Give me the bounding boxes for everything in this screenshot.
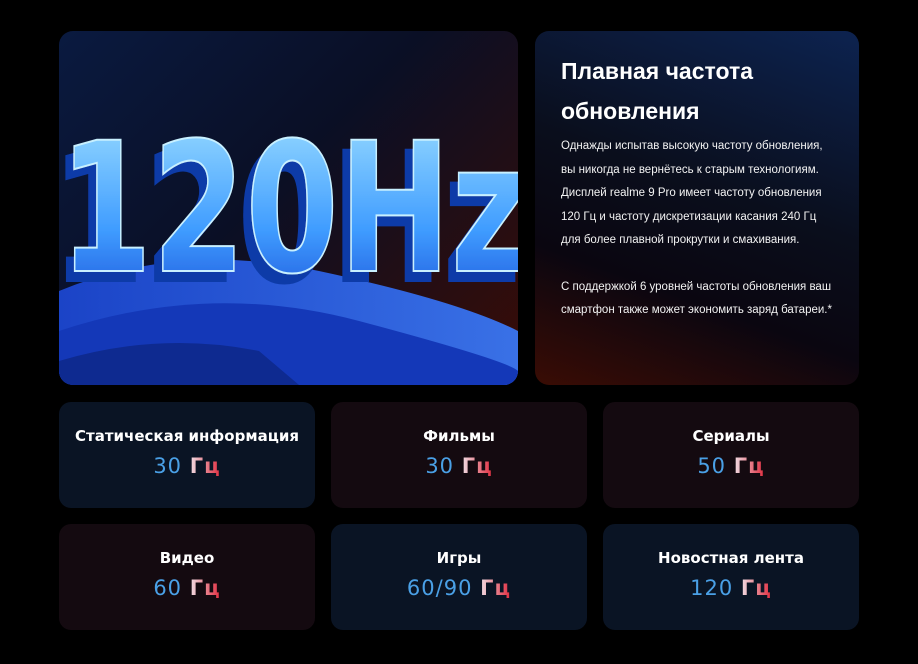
stat-card-movies: Фильмы 30 Гц	[331, 402, 587, 508]
info-title: Плавная частота обновления	[561, 58, 753, 124]
stat-label: Видео	[159, 549, 215, 567]
stat-card-static: Статическая информация 30 Гц	[59, 402, 315, 508]
hero-image-120hz: 120Hz	[59, 31, 518, 385]
stat-unit: Гц	[189, 576, 221, 600]
stat-value: 60/90	[406, 576, 473, 600]
stat-label: Фильмы	[423, 427, 495, 445]
info-card: Плавная частота обновления Однажды испыт…	[535, 31, 859, 385]
stat-unit: Гц	[480, 576, 512, 600]
stat-value: 60	[153, 576, 183, 600]
stat-label: Статическая информация	[75, 427, 299, 445]
stat-value: 30	[425, 454, 455, 478]
stat-unit: Гц	[740, 576, 772, 600]
stat-value: 30	[153, 454, 183, 478]
stat-card-series: Сериалы 50 Гц	[603, 402, 859, 508]
info-paragraph-1: Однажды испытав высокую частоту обновлен…	[561, 140, 823, 246]
info-paragraph-2: С поддержкой 6 уровней частоты обновлени…	[561, 280, 832, 317]
stat-label: Сериалы	[692, 427, 770, 445]
stat-label: Новостная лента	[658, 549, 804, 567]
stat-unit: Гц	[733, 454, 765, 478]
stat-card-games: Игры 60/90 Гц	[331, 524, 587, 630]
stat-card-video: Видео 60 Гц	[59, 524, 315, 630]
stat-unit: Гц	[189, 454, 221, 478]
stat-card-news-feed: Новостная лента 120 Гц	[603, 524, 859, 630]
hero-text: 120Hz	[59, 105, 518, 314]
stat-value: 120	[690, 576, 734, 600]
stat-value: 50	[697, 454, 727, 478]
hero-120hz-graphic: 120Hz	[59, 104, 518, 385]
stat-label: Игры	[436, 549, 482, 567]
ribbon-waves	[59, 259, 518, 385]
stat-unit: Гц	[461, 454, 493, 478]
